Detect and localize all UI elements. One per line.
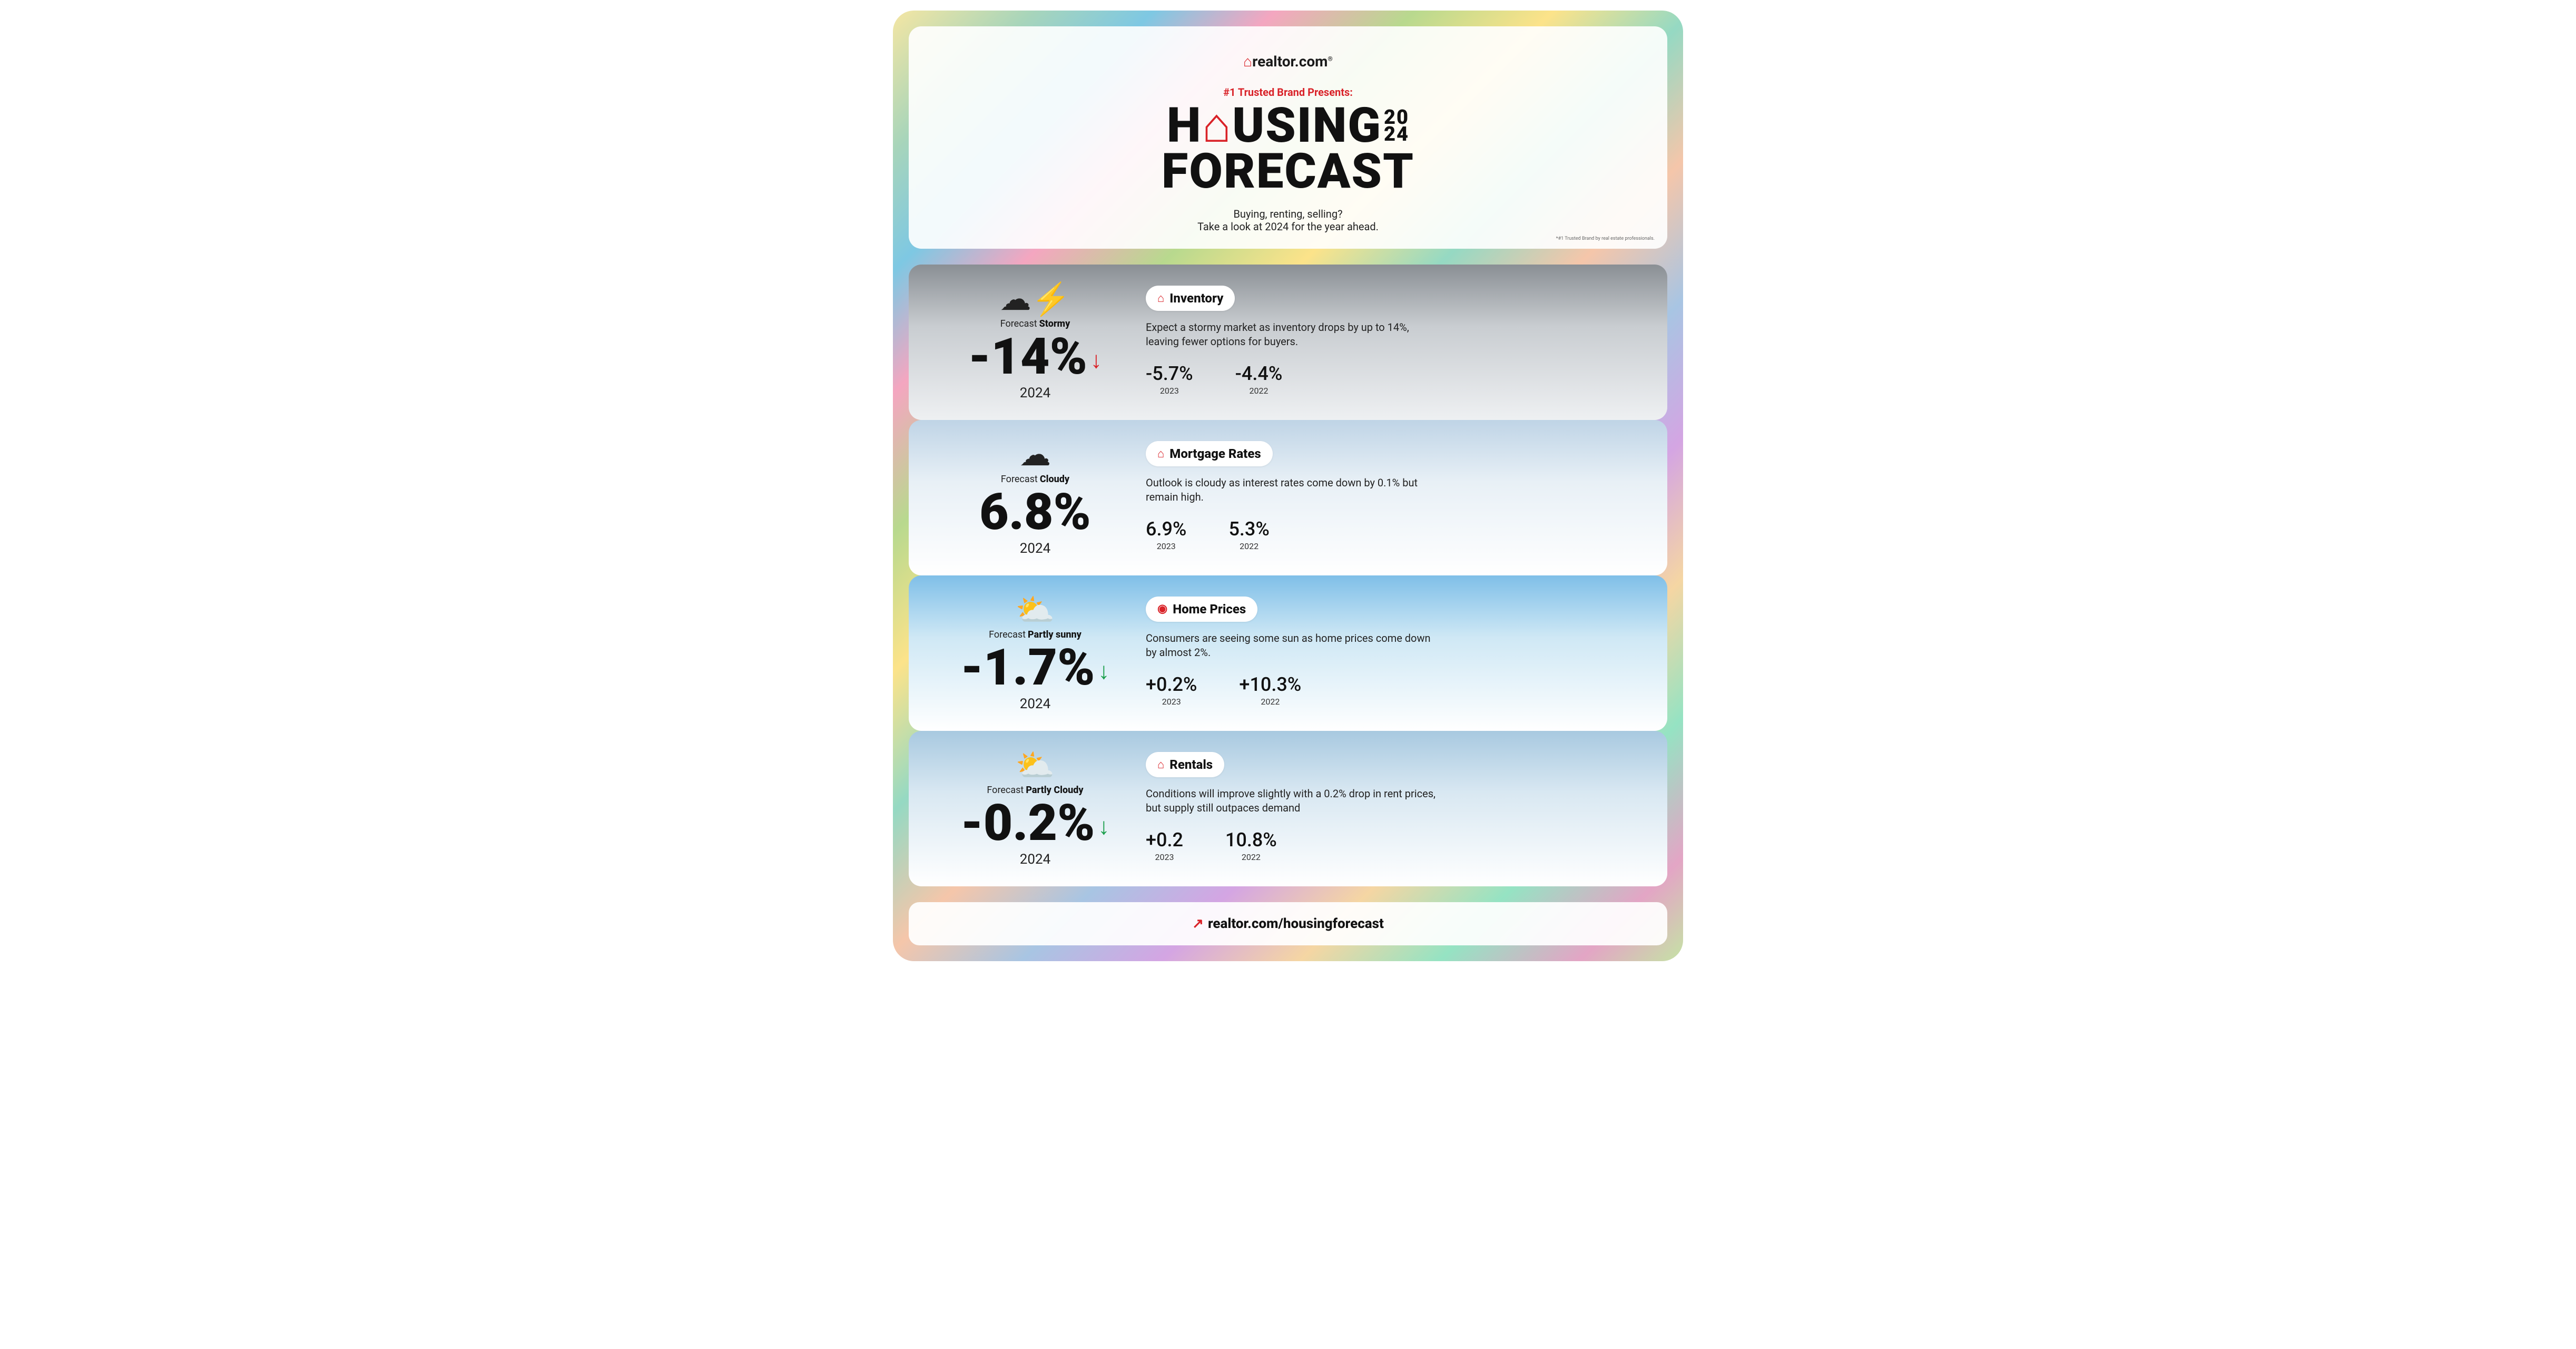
weather-icon: ☁︎⚡ <box>935 284 1135 315</box>
main-year: 2024 <box>935 385 1135 401</box>
history-year: 2023 <box>1146 541 1186 551</box>
card-left: ⛅ ForecastPartly sunny -1.7%↓ 2024 <box>935 594 1135 712</box>
house-sun-icon: ⌂ <box>1202 97 1233 154</box>
history-value: +10.3% <box>1239 673 1301 696</box>
card-left: ☁︎ ForecastCloudy 6.8% 2024 <box>935 439 1135 556</box>
history-row: -5.7% 2023 -4.4% 2022 <box>1146 363 1641 396</box>
history-row: 6.9% 2023 5.3% 2022 <box>1146 518 1641 551</box>
topic-icon: ⌂ <box>1157 758 1164 771</box>
history-item: 10.8% 2022 <box>1225 829 1277 862</box>
card-right: ⌂ Mortgage Rates Outlook is cloudy as in… <box>1146 439 1641 551</box>
forecast-card: ☁︎ ForecastCloudy 6.8% 2024 ⌂ Mortgage R… <box>909 420 1667 575</box>
topic-description: Conditions will improve slightly with a … <box>1146 787 1441 815</box>
topic-text: Rentals <box>1169 757 1213 772</box>
main-stat: -14%↓ <box>935 331 1135 382</box>
legal-footnote: *#1 Trusted Brand by real estate profess… <box>1556 236 1655 241</box>
topic-text: Home Prices <box>1173 602 1246 617</box>
title-year: 2024 <box>1384 109 1409 143</box>
history-year: 2023 <box>1146 852 1183 862</box>
topic-icon: ⌂ <box>1157 291 1164 305</box>
card-left: ⛅ ForecastPartly Cloudy -0.2%↓ 2024 <box>935 750 1135 867</box>
main-year: 2024 <box>935 852 1135 867</box>
topic-text: Inventory <box>1169 291 1223 306</box>
topic-icon: ⌂ <box>1157 447 1164 461</box>
history-value: +0.2% <box>1146 673 1197 696</box>
history-item: +0.2% 2023 <box>1146 673 1197 707</box>
history-value: -4.4% <box>1235 363 1283 385</box>
subtitle-1: Buying, renting, selling? <box>930 208 1646 220</box>
history-year: 2022 <box>1235 386 1283 396</box>
history-row: +0.2% 2023 +10.3% 2022 <box>1146 673 1641 707</box>
topic-pill: ⌂ Inventory <box>1146 286 1235 311</box>
footer-link-text: realtor.com/housingforecast <box>1208 916 1384 932</box>
history-item: -5.7% 2023 <box>1146 363 1193 396</box>
presents-line: #1 Trusted Brand Presents: <box>930 86 1646 99</box>
subtitle-2: Take a look at 2024 for the year ahead. <box>930 220 1646 233</box>
main-title: H⌂USING2024 FORECAST <box>930 103 1646 195</box>
topic-pill: ⌂ Mortgage Rates <box>1146 441 1273 466</box>
arrow-down-icon: ↓ <box>1098 813 1109 840</box>
infographic-root: ⌂realtor.com® #1 Trusted Brand Presents:… <box>893 11 1683 961</box>
main-year: 2024 <box>935 696 1135 712</box>
topic-description: Outlook is cloudy as interest rates come… <box>1146 476 1441 504</box>
history-row: +0.2 2023 10.8% 2022 <box>1146 829 1641 862</box>
topic-text: Mortgage Rates <box>1169 446 1261 461</box>
history-value: 10.8% <box>1225 829 1277 851</box>
card-right: ⌂ Inventory Expect a stormy market as in… <box>1146 284 1641 396</box>
brand-text: realtor.com <box>1252 53 1328 70</box>
topic-description: Consumers are seeing some sun as home pr… <box>1146 631 1441 660</box>
main-stat: -0.2%↓ <box>935 798 1135 848</box>
card-right: ◉ Home Prices Consumers are seeing some … <box>1146 594 1641 707</box>
footer-link-card[interactable]: ↗realtor.com/housingforecast <box>909 902 1667 945</box>
history-year: 2022 <box>1239 697 1301 707</box>
weather-icon: ☁︎ <box>935 439 1135 471</box>
main-stat: -1.7%↓ <box>935 642 1135 693</box>
link-icon: ↗ <box>1192 916 1204 932</box>
house-icon: ⌂ <box>1243 53 1252 70</box>
weather-icon: ⛅ <box>935 594 1135 626</box>
history-item: +10.3% 2022 <box>1239 673 1301 707</box>
forecast-card: ⛅ ForecastPartly sunny -1.7%↓ 2024 ◉ Hom… <box>909 575 1667 731</box>
arrow-down-icon: ↓ <box>1090 346 1102 374</box>
history-value: -5.7% <box>1146 363 1193 385</box>
topic-pill: ⌂ Rentals <box>1146 752 1224 777</box>
main-stat: 6.8% <box>935 487 1135 537</box>
cards-container: ☁︎⚡ ForecastStormy -14%↓ 2024 ⌂ Inventor… <box>909 265 1667 886</box>
weather-icon: ⛅ <box>935 750 1135 781</box>
card-left: ☁︎⚡ ForecastStormy -14%↓ 2024 <box>935 284 1135 401</box>
topic-pill: ◉ Home Prices <box>1146 597 1257 622</box>
forecast-card: ⛅ ForecastPartly Cloudy -0.2%↓ 2024 ⌂ Re… <box>909 731 1667 886</box>
main-year: 2024 <box>935 541 1135 556</box>
history-item: 6.9% 2023 <box>1146 518 1186 551</box>
history-value: +0.2 <box>1146 829 1183 851</box>
forecast-card: ☁︎⚡ ForecastStormy -14%↓ 2024 ⌂ Inventor… <box>909 265 1667 420</box>
history-item: -4.4% 2022 <box>1235 363 1283 396</box>
history-value: 6.9% <box>1146 518 1186 540</box>
history-value: 5.3% <box>1228 518 1269 540</box>
history-item: 5.3% 2022 <box>1228 518 1269 551</box>
brand-logo: ⌂realtor.com® <box>930 53 1646 70</box>
topic-icon: ◉ <box>1157 602 1167 615</box>
card-right: ⌂ Rentals Conditions will improve slight… <box>1146 750 1641 862</box>
title-forecast: FORECAST <box>1162 143 1414 200</box>
history-year: 2023 <box>1146 697 1197 707</box>
history-year: 2022 <box>1225 852 1277 862</box>
history-year: 2023 <box>1146 386 1193 396</box>
history-item: +0.2 2023 <box>1146 829 1183 862</box>
topic-description: Expect a stormy market as inventory drop… <box>1146 320 1441 349</box>
arrow-down-icon: ↓ <box>1098 657 1109 685</box>
header-card: ⌂realtor.com® #1 Trusted Brand Presents:… <box>909 26 1667 249</box>
history-year: 2022 <box>1228 541 1269 551</box>
